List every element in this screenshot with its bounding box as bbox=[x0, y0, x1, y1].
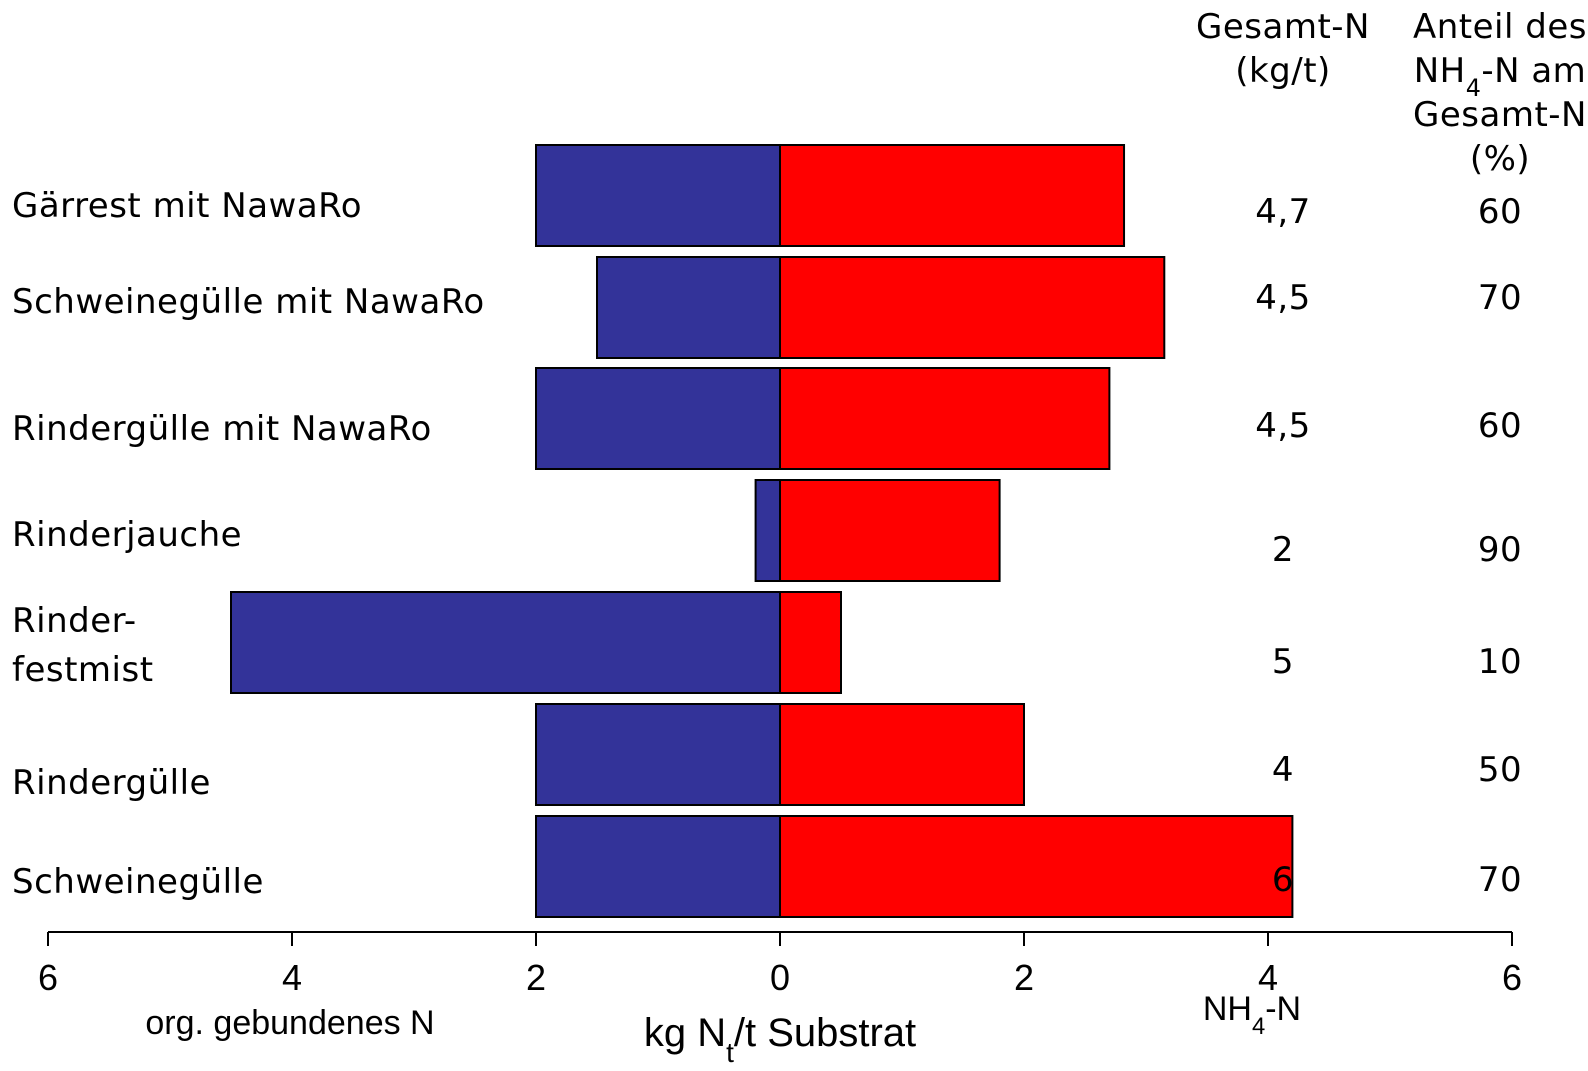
column-value-gesamt-n: 2 bbox=[1272, 530, 1294, 570]
bar-org-gebundenes-n bbox=[536, 368, 780, 469]
bar-org-gebundenes-n bbox=[536, 816, 780, 917]
bar-org-gebundenes-n bbox=[536, 704, 780, 805]
bar-org-gebundenes-n bbox=[597, 257, 780, 358]
column-header-anteil-nh4: (%) bbox=[1470, 139, 1530, 179]
column-value-anteil-nh4: 90 bbox=[1478, 530, 1522, 570]
column-value-gesamt-n: 5 bbox=[1272, 642, 1294, 682]
category-label: Schweinegülle bbox=[12, 862, 264, 902]
right-side-label: NH4-N bbox=[1203, 990, 1301, 1040]
column-value-anteil-nh4: 50 bbox=[1478, 750, 1522, 790]
left-side-label: org. gebundenes N bbox=[145, 1004, 434, 1042]
category-label: Schweinegülle mit NawaRo bbox=[12, 282, 485, 322]
column-value-anteil-nh4: 60 bbox=[1478, 406, 1522, 446]
subscript: t bbox=[726, 1037, 734, 1068]
bar-nh4-n bbox=[780, 816, 1292, 917]
bar-nh4-n bbox=[780, 368, 1109, 469]
subscript: 4 bbox=[1252, 1013, 1265, 1040]
column-value-anteil-nh4: 70 bbox=[1478, 278, 1522, 318]
bar-org-gebundenes-n bbox=[231, 592, 780, 693]
category-label: Gärrest mit NawaRo bbox=[12, 186, 362, 226]
column-value-gesamt-n: 4 bbox=[1272, 750, 1294, 790]
column-header-anteil-nh4: Gesamt-N bbox=[1413, 95, 1587, 135]
bar-nh4-n bbox=[780, 257, 1164, 358]
category-label: Rinderjauche bbox=[12, 515, 242, 555]
bar-nh4-n bbox=[780, 480, 1000, 581]
bars-layer bbox=[231, 145, 1292, 917]
column-value-gesamt-n: 4,5 bbox=[1255, 278, 1311, 318]
column-value-anteil-nh4: 70 bbox=[1478, 860, 1522, 900]
category-label: festmist bbox=[12, 650, 154, 690]
bar-nh4-n bbox=[780, 704, 1024, 805]
column-header-anteil-nh4: Anteil des bbox=[1413, 7, 1587, 47]
x-tick-label: 2 bbox=[526, 957, 546, 998]
bar-nh4-n bbox=[780, 145, 1124, 246]
column-header-gesamt-n: (kg/t) bbox=[1235, 51, 1331, 91]
column-value-gesamt-n: 4,7 bbox=[1255, 192, 1311, 232]
x-tick-label: 6 bbox=[38, 957, 58, 998]
x-tick-label: 0 bbox=[770, 957, 790, 998]
column-value-gesamt-n: 4,5 bbox=[1255, 406, 1311, 446]
column-value-anteil-nh4: 10 bbox=[1478, 642, 1522, 682]
x-tick-label: 6 bbox=[1502, 957, 1522, 998]
x-tick-label: 4 bbox=[282, 957, 302, 998]
column-value-gesamt-n: 6 bbox=[1272, 860, 1294, 900]
bar-org-gebundenes-n bbox=[756, 480, 780, 581]
category-label: Rindergülle bbox=[12, 763, 211, 803]
bar-nh4-n bbox=[780, 592, 841, 693]
column-header-gesamt-n: Gesamt-N bbox=[1196, 7, 1370, 47]
category-label: Rindergülle mit NawaRo bbox=[12, 409, 432, 449]
bar-org-gebundenes-n bbox=[536, 145, 780, 246]
x-axis: 6 4 2 0 2 4 6 org. gebundenes N NH4-N kg Nt/t Sub… bbox=[38, 932, 1522, 1068]
x-axis-title: kg Nt/t Substrat bbox=[644, 1011, 916, 1068]
category-labels: Gärrest mit NawaRo Schweinegülle mit Nawa… bbox=[12, 186, 485, 902]
category-label: Rinder- bbox=[12, 601, 137, 641]
x-tick-label: 2 bbox=[1014, 957, 1034, 998]
column-value-anteil-nh4: 60 bbox=[1478, 192, 1522, 232]
